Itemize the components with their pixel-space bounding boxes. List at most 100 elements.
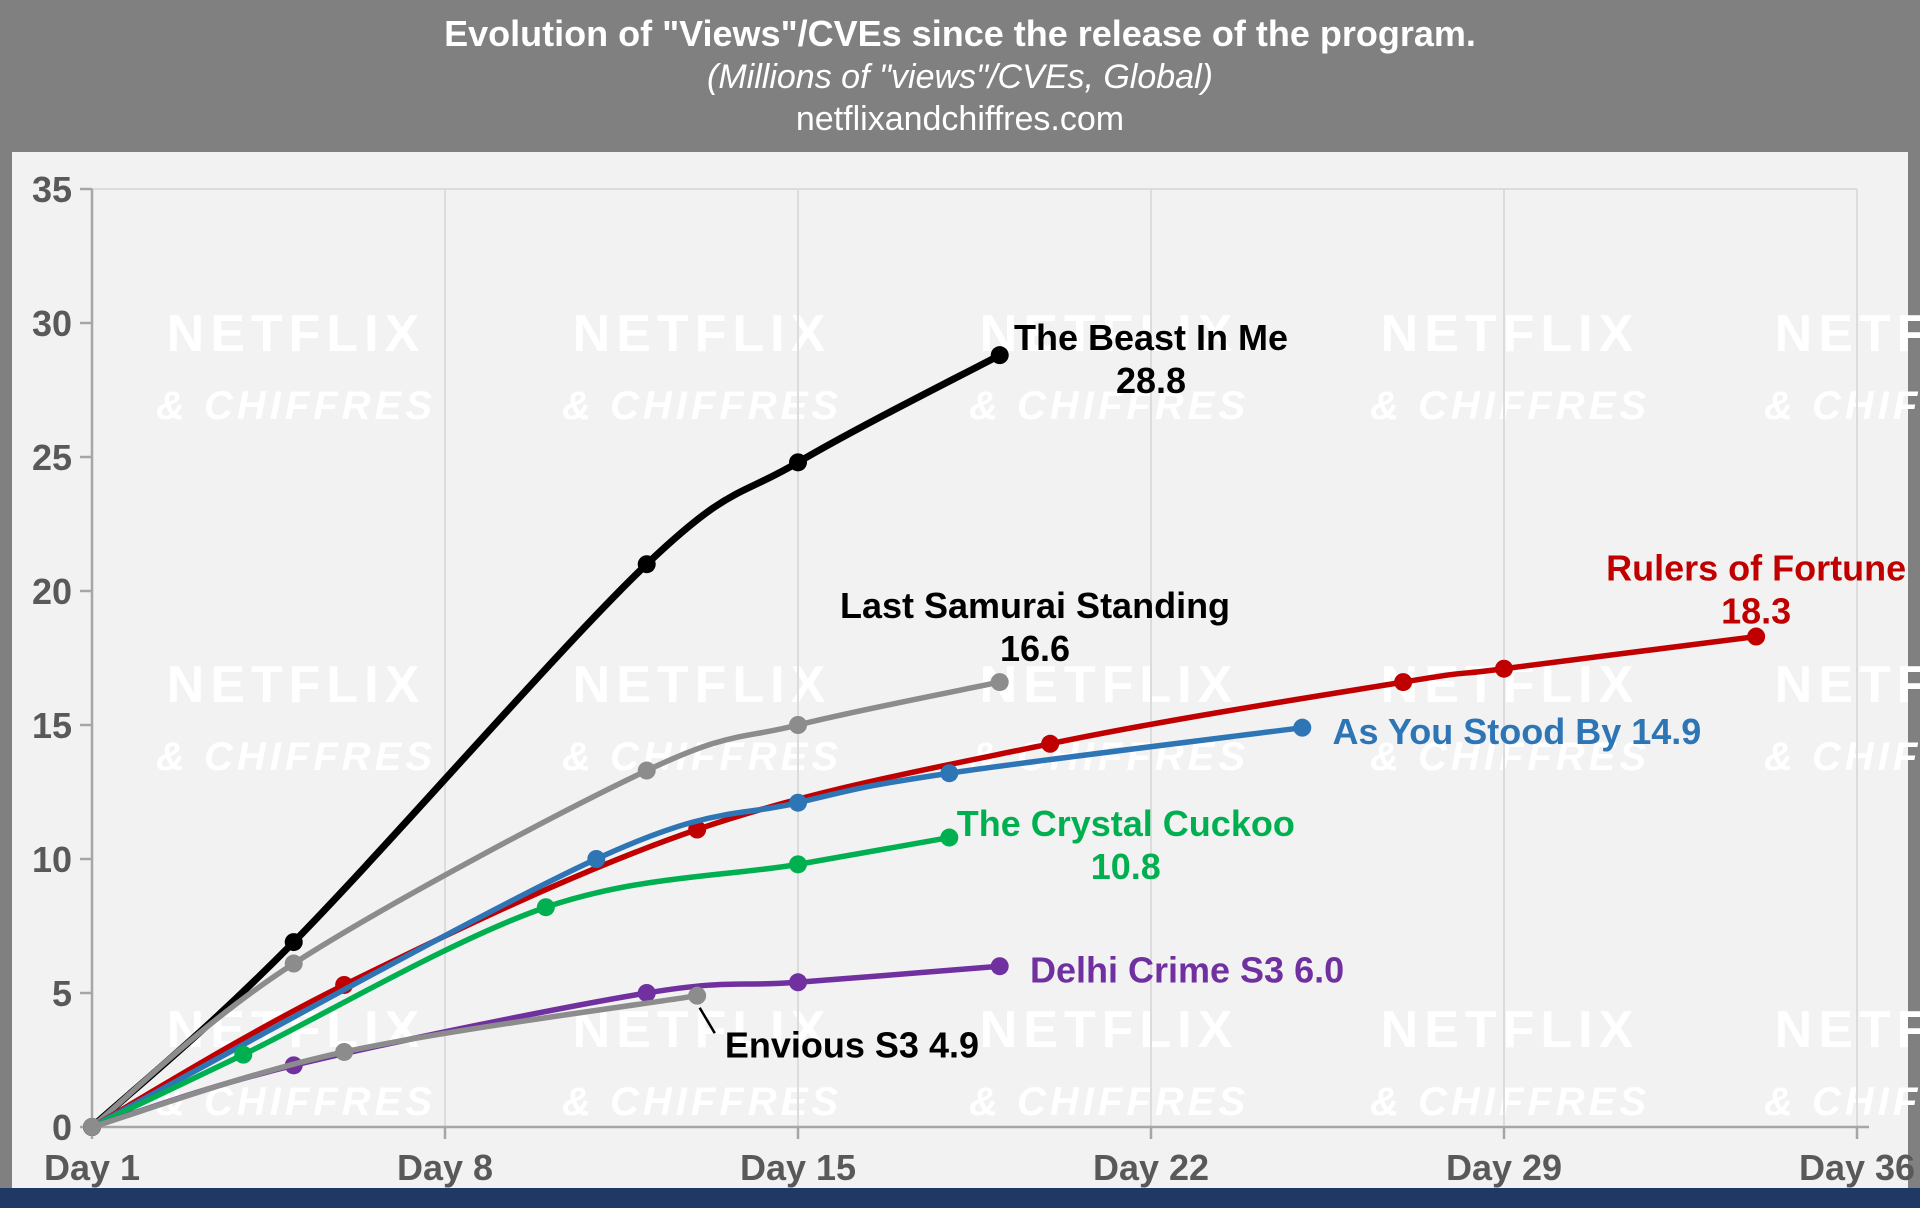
chart-panel: NETFLIX & CHIFFRES NETFLIX & CHIFFRES NETFLI…: [12, 152, 1920, 1188]
netflix-chiffres-watermark: NETFLIX & CHIFFRES: [1764, 1001, 1920, 1124]
data-point-delhi-crime-s3: [637, 984, 656, 1002]
series-label-the-crystal-cuckoo: 10.8: [1091, 846, 1161, 887]
svg-text:NETFLIX: NETFLIX: [167, 656, 426, 714]
netflix-chiffres-watermark: NETFLIX & CHIFFRES: [562, 305, 842, 428]
svg-text:NETFLIX: NETFLIX: [573, 1001, 832, 1059]
netflix-chiffres-watermark: NETFLIX & CHIFFRES: [1370, 305, 1650, 428]
svg-text:& CHIFFRES: & CHIFFRES: [156, 735, 436, 779]
y-tick-label: 25: [32, 437, 72, 478]
svg-text:NETFLIX: NETFLIX: [980, 656, 1239, 714]
data-point-envious-s3: [335, 1042, 354, 1061]
svg-text:& CHIFFRES: & CHIFFRES: [1370, 384, 1650, 428]
data-point-last-samurai-standing: [789, 716, 807, 734]
annotation-connector-envious-s3: [698, 1007, 716, 1034]
svg-text:NETFLIX: NETFLIX: [573, 656, 832, 714]
data-point-as-you-stood-by: [789, 793, 807, 812]
svg-text:NETFLIX: NETFLIX: [1775, 1001, 1920, 1059]
svg-text:& CHIFFRES: & CHIFFRES: [562, 384, 842, 428]
netflix-chiffres-watermark: NETFLIX & CHIFFRES: [562, 656, 842, 779]
netflix-chiffres-watermark: NETFLIX & CHIFFRES: [969, 305, 1249, 428]
chart-source-url: netflixandchiffres.com: [795, 100, 1125, 138]
data-point-the-crystal-cuckoo: [234, 1045, 253, 1064]
x-tick-label: Day 1: [44, 1147, 140, 1188]
svg-text:NETFLIX: NETFLIX: [1381, 305, 1640, 363]
svg-text:NETFLIX: NETFLIX: [980, 305, 1239, 363]
x-tick-label: Day 8: [397, 1147, 493, 1188]
x-tick-label: Day 36: [1799, 1147, 1915, 1188]
y-tick-label: 10: [32, 839, 72, 880]
svg-text:NETFLIX: NETFLIX: [167, 305, 426, 363]
svg-text:& CHIFFRES: & CHIFFRES: [1764, 384, 1920, 428]
netflix-chiffres-watermark: NETFLIX & CHIFFRES: [1764, 656, 1920, 779]
netflix-chiffres-watermark: NETFLIX & CHIFFRES: [969, 1001, 1249, 1124]
data-point-delhi-crime-s3: [990, 957, 1009, 976]
x-tick-label: Day 29: [1446, 1147, 1562, 1188]
data-point-last-samurai-standing: [637, 761, 656, 780]
data-point-the-beast-in-me: [990, 346, 1009, 365]
svg-text:& CHIFFRES: & CHIFFRES: [562, 735, 842, 779]
svg-text:& CHIFFRES: & CHIFFRES: [1764, 1080, 1920, 1124]
data-point-the-crystal-cuckoo: [789, 855, 807, 874]
svg-text:NETFLIX: NETFLIX: [573, 305, 832, 363]
svg-text:& CHIFFRES: & CHIFFRES: [1764, 735, 1920, 779]
netflix-chiffres-watermark: NETFLIX & CHIFFRES: [1764, 305, 1920, 428]
svg-text:& CHIFFRES: & CHIFFRES: [156, 384, 436, 428]
series-label-rulers-of-fortune: 18.3: [1721, 590, 1791, 631]
series-label-envious-s3: Envious S3 4.9: [725, 1024, 979, 1065]
series-line-last-samurai-standing: [89, 679, 1003, 1130]
netflix-chiffres-watermark: NETFLIX& CHIFFRES: [969, 656, 1245, 779]
svg-text:NETFLIX: NETFLIX: [1775, 656, 1920, 714]
data-point-delhi-crime-s3: [789, 973, 807, 992]
data-point-as-you-stood-by: [940, 764, 959, 783]
y-tick-label: 5: [52, 973, 72, 1014]
data-point-envious-s3: [688, 986, 707, 1005]
svg-text:NETFLIX: NETFLIX: [1381, 1001, 1640, 1059]
svg-text:& CHIFFRES: & CHIFFRES: [1370, 1080, 1650, 1124]
data-point-as-you-stood-by: [1293, 718, 1312, 737]
data-point-rulers-of-fortune: [1747, 627, 1766, 646]
data-point-the-beast-in-me: [789, 453, 807, 472]
data-point-the-crystal-cuckoo: [536, 898, 555, 917]
chart-title: Evolution of "Views"/CVEs since the rele…: [444, 13, 1476, 54]
netflix-chiffres-watermark: NETFLIX & CHIFFRES: [156, 305, 436, 428]
svg-text:NETFLIX: NETFLIX: [1775, 305, 1920, 363]
data-point-rulers-of-fortune: [1495, 659, 1513, 678]
svg-text:& CHIFFRES: & CHIFFRES: [562, 1080, 842, 1124]
series-label-the-crystal-cuckoo: The Crystal Cuckoo: [957, 803, 1295, 844]
netflix-chiffres-watermark: NETFLIX & CHIFFRES: [156, 656, 436, 779]
views-cves-line-chart: NETFLIX & CHIFFRES NETFLIX & CHIFFRES NETFLI…: [32, 169, 1920, 1188]
series-label-the-beast-in-me: The Beast In Me: [1014, 317, 1288, 358]
series-label-last-samurai-standing: 16.6: [1000, 628, 1070, 669]
data-point-envious-s3: [83, 1118, 101, 1136]
y-tick-label: 15: [32, 705, 72, 746]
svg-text:& CHIFFRES: & CHIFFRES: [969, 1080, 1249, 1124]
netflix-chiffres-watermark: NETFLIX& CHIFFRES: [1370, 656, 1650, 779]
svg-text:& CHIFFRES: & CHIFFRES: [1370, 735, 1650, 779]
y-tick-label: 35: [32, 169, 72, 210]
series-label-rulers-of-fortune: Rulers of Fortune: [1606, 547, 1906, 588]
chart-header: Evolution of "Views"/CVEs since the rele…: [0, 0, 1920, 152]
data-point-as-you-stood-by: [587, 850, 606, 868]
svg-text:& CHIFFRES: & CHIFFRES: [156, 1080, 436, 1124]
series-line-as-you-stood-by: [89, 724, 1306, 1130]
x-tick-label: Day 15: [740, 1147, 856, 1188]
x-tick-label: Day 22: [1093, 1147, 1209, 1188]
svg-text:& CHIFFRES: & CHIFFRES: [969, 384, 1249, 428]
y-tick-label: 30: [32, 303, 72, 344]
footer-strip: [0, 1188, 1920, 1208]
data-point-the-beast-in-me: [284, 933, 303, 952]
data-point-last-samurai-standing: [284, 954, 303, 973]
series-label-last-samurai-standing: Last Samurai Standing: [840, 585, 1230, 626]
data-point-the-beast-in-me: [637, 555, 656, 574]
series-label-the-beast-in-me: 28.8: [1116, 360, 1186, 401]
netflix-chiffres-watermark: NETFLIX & CHIFFRES: [562, 1001, 842, 1124]
y-tick-label: 0: [52, 1107, 72, 1148]
data-point-rulers-of-fortune: [1394, 673, 1413, 692]
data-point-last-samurai-standing: [990, 673, 1009, 692]
data-point-rulers-of-fortune: [1041, 734, 1060, 753]
chart-subtitle: (Millions of "views"/CVEs, Global): [707, 58, 1213, 96]
series-label-delhi-crime-s3: Delhi Crime S3 6.0: [1030, 949, 1344, 990]
series-label-as-you-stood-by: As You Stood By 14.9: [1333, 711, 1702, 752]
svg-text:NETFLIX: NETFLIX: [980, 1001, 1239, 1059]
